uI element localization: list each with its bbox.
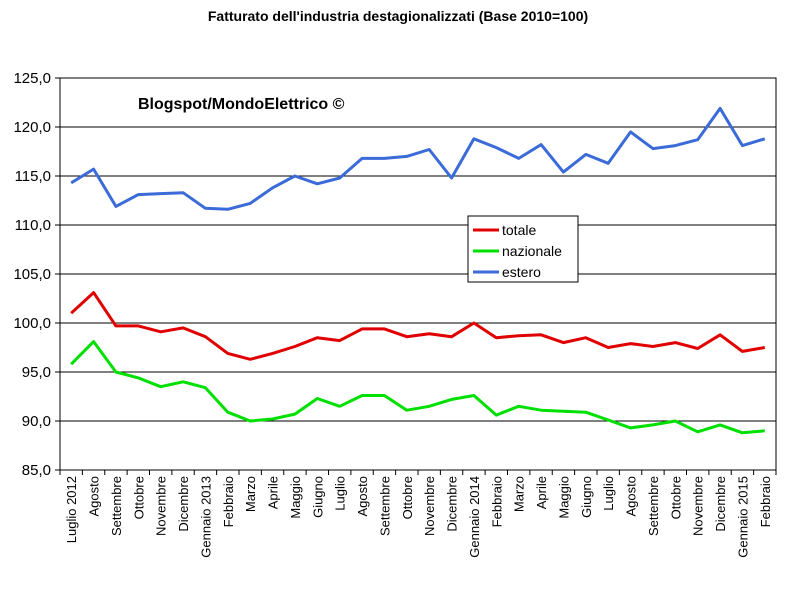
x-tick-label: Giugno <box>579 476 594 518</box>
x-tick-label: Maggio <box>288 476 303 519</box>
x-tick-label: Febbraio <box>758 476 773 527</box>
x-tick-label: Dicembre <box>445 476 460 532</box>
y-axis-ticks: 85,0 90,0 95,0 100,0 105,0 110,0 115,0 120,0 125… <box>13 70 60 479</box>
x-tick-label: Settembre <box>646 476 661 536</box>
y-tick-label: 120,0 <box>13 119 51 136</box>
x-tick-label: Febbraio <box>489 476 504 527</box>
y-tick-label: 125,0 <box>13 70 51 87</box>
x-tick-label: Dicembre <box>713 476 728 532</box>
series-line-estero <box>70 106 766 211</box>
x-tick-label: Novembre <box>154 476 169 536</box>
x-tick-label: Agosto <box>624 476 639 516</box>
x-tick-label: Novembre <box>691 476 706 536</box>
y-tick-label: 100,0 <box>13 315 51 332</box>
x-tick-label: Gennaio 2015 <box>735 476 750 558</box>
watermark-text: Blogspot/MondoElettrico © <box>138 96 345 113</box>
x-tick-label: Agosto <box>87 476 102 516</box>
x-tick-label: Agosto <box>355 476 370 516</box>
x-tick-label: Settembre <box>109 476 124 536</box>
legend-label-nazionale: nazionale <box>502 243 562 259</box>
y-tick-label: 115,0 <box>15 168 51 185</box>
y-tick-label: 95,0 <box>22 364 51 381</box>
x-tick-label: Gennaio 2013 <box>198 476 213 558</box>
x-tick-label: Aprile <box>534 476 549 509</box>
x-tick-label: Aprile <box>266 476 281 509</box>
x-tick-label: Ottobre <box>668 476 683 519</box>
y-tick-label: 105,0 <box>13 266 51 283</box>
x-tick-label: Gennaio 2014 <box>467 476 482 558</box>
x-tick-label: Ottobre <box>400 476 415 519</box>
x-tick-label: Marzo <box>243 476 258 512</box>
legend: totale nazionale estero <box>467 215 579 283</box>
x-tick-label: Luglio <box>601 476 616 511</box>
series-line-totale <box>70 291 766 361</box>
y-tick-label: 85,0 <box>22 462 51 479</box>
x-tick-label: Ottobre <box>131 476 146 519</box>
x-tick-label: Febbraio <box>221 476 236 527</box>
x-tick-label: Novembre <box>422 476 437 536</box>
x-tick-label: Luglio <box>333 476 348 511</box>
y-tick-label: 110,0 <box>15 217 51 234</box>
y-tick-label: 90,0 <box>22 413 51 430</box>
legend-label-totale: totale <box>502 222 536 238</box>
legend-label-estero: estero <box>502 264 541 280</box>
series-line-nazionale <box>70 340 765 435</box>
chart-title: Fatturato dell'industria destagionalizza… <box>208 8 588 24</box>
x-tick-label: Giugno <box>310 476 325 518</box>
x-axis-ticks: Luglio 2012 Agosto Settembre Ottobre Novembr… <box>59 470 777 558</box>
x-tick-label: Dicembre <box>176 476 191 532</box>
grid-layer <box>60 126 776 422</box>
x-tick-label: Maggio <box>556 476 571 519</box>
series-layer <box>70 106 766 435</box>
x-tick-label: Settembre <box>377 476 392 536</box>
x-tick-label: Marzo <box>512 476 527 512</box>
x-tick-label: Luglio 2012 <box>64 476 79 543</box>
